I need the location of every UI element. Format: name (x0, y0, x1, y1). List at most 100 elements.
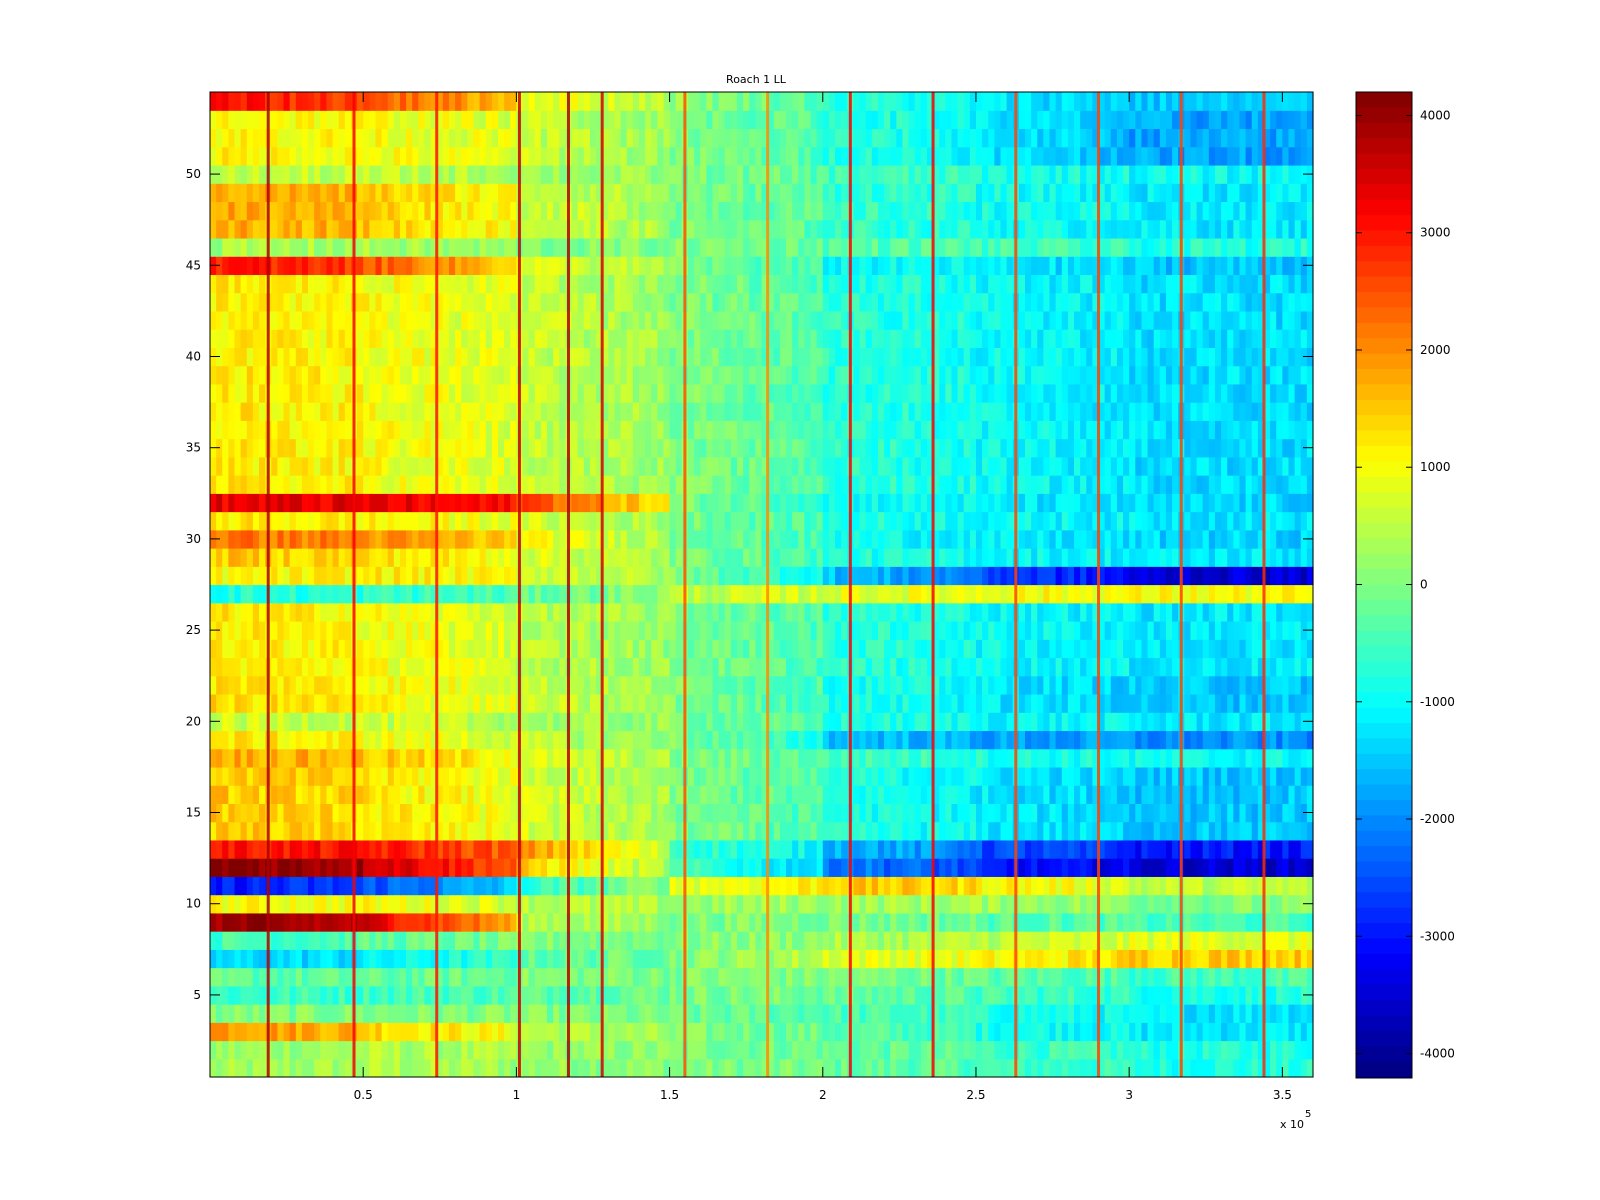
heatmap-cell (1147, 584, 1155, 604)
heatmap-cell (1251, 1004, 1259, 1023)
heatmap-cell (1049, 639, 1057, 659)
heatmap-cell (736, 748, 744, 768)
heatmap-cell (504, 602, 511, 622)
heatmap-cell (638, 894, 646, 914)
heatmap-cell (222, 566, 229, 586)
heatmap-cell (736, 785, 744, 804)
heatmap-cell (755, 894, 763, 914)
heatmap-cell (289, 1022, 297, 1042)
heatmap-cell (657, 620, 665, 640)
heatmap-cell (289, 894, 297, 914)
heatmap-cell (871, 712, 879, 732)
heatmap-cell (412, 1058, 419, 1078)
heatmap-cell (749, 712, 756, 732)
heatmap-cell (1055, 858, 1063, 877)
heatmap-cell (945, 1004, 953, 1023)
heatmap-cell (289, 566, 297, 586)
heatmap-cell (687, 803, 695, 823)
heatmap-cell (534, 566, 542, 586)
heatmap-cell (651, 639, 658, 659)
heatmap-cell (473, 803, 481, 823)
heatmap-cell (277, 876, 285, 896)
heatmap-cell (534, 1040, 542, 1060)
heatmap-cell (308, 1040, 315, 1060)
heatmap-cell (761, 1040, 769, 1060)
heatmap-cell (1110, 803, 1118, 823)
heatmap-cell (1300, 821, 1308, 841)
heatmap-cell (957, 949, 965, 969)
heatmap-cell (553, 1040, 560, 1060)
heatmap-cell (228, 894, 236, 914)
heatmap-cell (963, 985, 971, 1005)
heatmap-cell (1221, 639, 1228, 659)
heatmap-cell (969, 584, 977, 604)
heatmap-cell (491, 566, 499, 586)
heatmap-cell (945, 821, 953, 841)
heatmap-cell (455, 712, 462, 732)
heatmap-cell (491, 620, 499, 640)
heatmap-cell (1214, 584, 1222, 604)
heatmap-cell (933, 785, 940, 804)
heatmap-cell (908, 967, 916, 987)
heatmap-cell (914, 693, 922, 713)
heatmap-cell (1208, 584, 1216, 604)
heatmap-cell (1153, 1058, 1161, 1078)
heatmap-cell (363, 712, 370, 732)
heatmap-cell (1221, 730, 1228, 750)
heatmap-cell (1294, 1004, 1302, 1023)
heatmap-cell (657, 730, 665, 750)
heatmap-cell (651, 730, 658, 750)
heatmap-cell (412, 785, 419, 804)
heatmap-cell (975, 803, 983, 823)
heatmap-cell (706, 602, 714, 622)
heatmap-cell (1288, 967, 1296, 987)
heatmap-cell (1245, 584, 1253, 604)
heatmap-cell (920, 912, 928, 932)
heatmap-cell (344, 602, 352, 622)
heatmap-cell (399, 894, 407, 914)
heatmap-cell (957, 748, 965, 768)
heatmap-cell (798, 657, 805, 677)
heatmap-cell (234, 584, 242, 604)
heatmap-cell (1165, 858, 1173, 877)
heatmap-cell (730, 602, 738, 622)
heatmap-cell (865, 693, 873, 713)
heatmap-cell (675, 620, 683, 640)
heatmap-cell (436, 985, 444, 1005)
heatmap-cell (344, 985, 352, 1005)
heatmap-cell (626, 985, 634, 1005)
heatmap-cell (510, 785, 517, 804)
heatmap-cell (957, 602, 965, 622)
heatmap-cell (442, 748, 450, 768)
heatmap-cell (871, 584, 879, 604)
heatmap-cell (908, 639, 916, 659)
heatmap-cell (1263, 803, 1271, 823)
heatmap-cell (730, 985, 738, 1005)
heatmap-cell (1184, 985, 1192, 1005)
heatmap-cell (835, 639, 842, 659)
heatmap-cell (1049, 1004, 1057, 1023)
heatmap-cell (651, 657, 658, 677)
heatmap-cell (301, 657, 309, 677)
heatmap-cell (884, 912, 891, 932)
heatmap-cell (700, 1040, 707, 1060)
heatmap-cell (767, 931, 775, 950)
heatmap-cell (718, 858, 726, 877)
heatmap-cell (1233, 1058, 1241, 1078)
heatmap-cell (1251, 821, 1259, 841)
heatmap-cell (884, 821, 891, 841)
heatmap-cell (467, 566, 475, 586)
heatmap-cell (828, 602, 836, 622)
heatmap-cell (1129, 1004, 1136, 1023)
heatmap-cell (436, 620, 444, 640)
heatmap-cell (1031, 1004, 1038, 1023)
heatmap-cell (406, 912, 413, 932)
heatmap-cell (638, 985, 646, 1005)
heatmap-cell (1092, 584, 1100, 604)
heatmap-cell (210, 949, 217, 969)
heatmap-cell (1184, 748, 1192, 768)
heatmap-cell (718, 949, 726, 969)
heatmap-cell (1006, 1040, 1014, 1060)
heatmap-cell (755, 985, 763, 1005)
heatmap-cell (308, 985, 315, 1005)
